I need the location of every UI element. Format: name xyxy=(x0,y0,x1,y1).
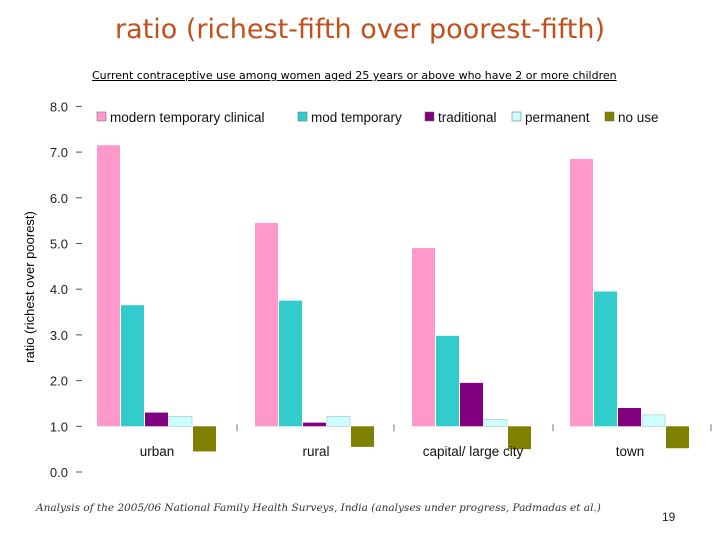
y-tick-label: 6.0 xyxy=(50,191,68,206)
y-tick-label: 4.0 xyxy=(50,282,68,297)
bar-3-3 xyxy=(641,414,666,427)
legend-swatch xyxy=(96,111,107,122)
bar-0-0 xyxy=(97,145,120,427)
bar-0-3 xyxy=(168,415,193,427)
bar-3-4 xyxy=(666,426,689,449)
category-label: urban xyxy=(140,444,175,459)
bar-2-0 xyxy=(412,248,435,427)
bar-0-1 xyxy=(121,305,144,427)
bar-0-2 xyxy=(145,412,168,427)
y-axis-label: ratio (richest over poorest) xyxy=(22,211,37,363)
bar-1-0 xyxy=(255,222,278,427)
legend-label: permanent xyxy=(525,110,590,125)
chart-title: Current contraceptive use among women ag… xyxy=(92,69,617,82)
legend-swatch xyxy=(424,111,435,122)
y-tick-label: 1.0 xyxy=(50,419,68,434)
bar-1-4 xyxy=(351,426,374,447)
category-label: town xyxy=(616,444,645,459)
y-axis: 0.0 1.0 2.0 3.0 4.0 5.0 6.0 7.0 8.0 xyxy=(50,99,82,480)
legend-label: modern temporary clinical xyxy=(110,110,265,125)
bar-2-2 xyxy=(460,382,483,427)
source-note: Analysis of the 2005/06 National Family … xyxy=(36,502,601,514)
legend-swatch xyxy=(604,111,615,122)
bar-chart: 0.0 1.0 2.0 3.0 4.0 5.0 6.0 7.0 8.0 ratio (riche… xyxy=(22,99,712,480)
category-labels: urban rural capital/ large city town xyxy=(140,424,712,459)
legend-label: mod temporary xyxy=(311,110,402,125)
legend-label: no use xyxy=(618,110,659,125)
bars xyxy=(97,145,689,452)
bar-0-4 xyxy=(193,426,216,452)
y-tick-label: 8.0 xyxy=(50,99,68,114)
bar-1-1 xyxy=(279,300,302,427)
legend-label: traditional xyxy=(438,110,497,125)
y-tick-label: 3.0 xyxy=(50,328,68,343)
category-label: capital/ large city xyxy=(423,444,524,459)
bar-2-3 xyxy=(483,419,508,427)
legend-swatch xyxy=(511,111,522,122)
legend-swatch xyxy=(297,111,308,122)
y-tick-label: 7.0 xyxy=(50,145,68,160)
page-number: 19 xyxy=(662,510,676,524)
legend: modern temporary clinical mod temporary tr… xyxy=(96,110,659,125)
category-label: rural xyxy=(302,444,329,459)
bar-2-4 xyxy=(508,426,531,450)
y-tick-label: 5.0 xyxy=(50,237,68,252)
bar-3-0 xyxy=(570,158,593,427)
bar-3-2 xyxy=(618,408,641,427)
slide-title: ratio (richest-fifth over poorest-fifth) xyxy=(114,14,605,45)
bar-2-1 xyxy=(436,335,459,427)
bar-1-3 xyxy=(326,415,351,427)
y-tick-label: 0.0 xyxy=(50,465,68,480)
bar-3-1 xyxy=(594,291,617,427)
bar-1-2 xyxy=(303,422,326,427)
y-tick-label: 2.0 xyxy=(50,374,68,389)
